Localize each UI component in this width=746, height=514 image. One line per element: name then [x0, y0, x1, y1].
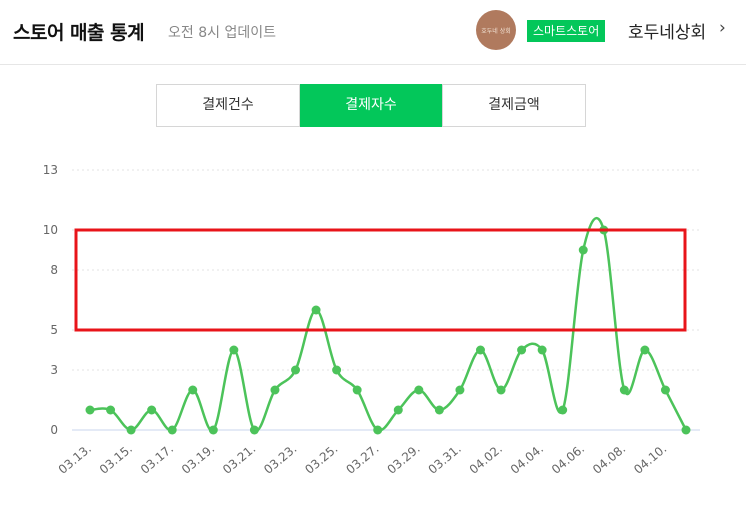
- data-point: [475, 345, 485, 355]
- data-point: [188, 385, 198, 395]
- x-tick-label: 04.06.: [549, 442, 587, 477]
- data-point: [291, 365, 301, 375]
- x-tick-label: 03.21.: [220, 442, 258, 477]
- x-tick-label: 04.02.: [467, 442, 505, 477]
- page-title: 스토어 매출 통계: [13, 22, 145, 44]
- x-tick-label: 04.04.: [508, 442, 546, 477]
- data-point: [640, 345, 650, 355]
- series-line: [89, 216, 688, 432]
- header: 스토어 매출 통계 오전 8시 업데이트 호두네 상회 스마트스토어 호두네상회…: [0, 0, 746, 65]
- x-tick-label: 03.19.: [179, 442, 217, 477]
- y-tick-label: 13: [43, 163, 58, 177]
- x-tick-label: 03.25.: [302, 442, 340, 477]
- x-tick-label: 03.15.: [97, 442, 135, 477]
- x-tick-label: 03.23.: [261, 442, 299, 477]
- x-tick-label: 03.27.: [343, 442, 381, 477]
- tab-payment-count[interactable]: 결제건수: [157, 85, 299, 126]
- data-point: [249, 425, 259, 435]
- data-point: [147, 405, 157, 415]
- data-point: [85, 405, 95, 415]
- y-tick-label: 0: [50, 423, 58, 437]
- data-point: [311, 305, 321, 315]
- data-point: [517, 345, 527, 355]
- smartstore-badge: 스마트스토어: [527, 20, 606, 42]
- update-time-label: 오전 8시 업데이트: [168, 25, 276, 41]
- data-point: [167, 425, 177, 435]
- highlight-box: [74, 228, 687, 332]
- x-tick-label: 04.08.: [590, 442, 628, 477]
- store-avatar-text: 호두네 상회: [481, 27, 511, 35]
- data-point: [496, 385, 506, 395]
- x-tick-label: 03.29.: [385, 442, 423, 477]
- data-point: [558, 405, 568, 415]
- data-point: [126, 425, 136, 435]
- data-point: [229, 345, 239, 355]
- data-point: [106, 405, 116, 415]
- x-tick-label: 03.17.: [138, 442, 176, 477]
- data-point: [393, 405, 403, 415]
- data-point: [681, 425, 691, 435]
- y-tick-label: 10: [43, 223, 58, 237]
- x-tick-label: 04.10.: [631, 442, 669, 477]
- data-point: [373, 425, 383, 435]
- data-point: [537, 345, 547, 355]
- data-point: [578, 245, 588, 255]
- data-point: [455, 385, 465, 395]
- chevron-right-icon[interactable]: ›: [719, 18, 726, 38]
- data-point: [352, 385, 362, 395]
- metric-tabs: 결제건수 결제자수 결제금액: [156, 84, 586, 127]
- store-name-link[interactable]: 호두네상회: [628, 23, 707, 43]
- data-point: [208, 425, 218, 435]
- store-avatar[interactable]: 호두네 상회: [476, 10, 516, 50]
- data-point: [619, 385, 629, 395]
- y-tick-label: 3: [50, 363, 58, 377]
- y-tick-label: 8: [50, 263, 58, 277]
- data-point: [332, 365, 342, 375]
- tab-payer-count[interactable]: 결제자수: [299, 84, 442, 127]
- data-point: [414, 385, 424, 395]
- data-point: [660, 385, 670, 395]
- x-tick-label: 03.31.: [426, 442, 464, 477]
- data-point: [434, 405, 444, 415]
- y-tick-label: 5: [50, 323, 58, 337]
- tab-payment-amount[interactable]: 결제금액: [442, 85, 585, 126]
- data-point: [270, 385, 280, 395]
- x-tick-label: 03.13.: [56, 442, 94, 477]
